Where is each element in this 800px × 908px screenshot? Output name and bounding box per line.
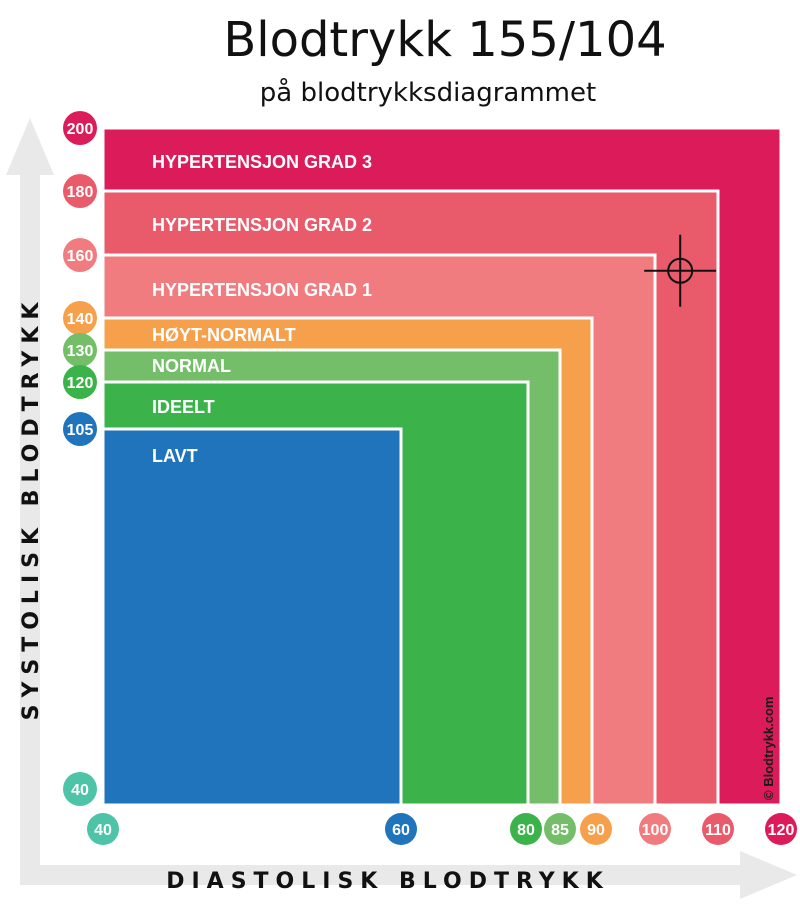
x-tick-circle bbox=[385, 813, 417, 845]
y-tick-circle bbox=[63, 772, 97, 806]
x-tick-label: 40 bbox=[94, 822, 112, 839]
credit-text: © Blodtrykk.com bbox=[761, 697, 776, 801]
zone-label-hypertensjon-grad-3: HYPERTENSJON GRAD 3 bbox=[152, 152, 372, 172]
x-ticks-layer: 40 60 80 85 90 100 110 120 bbox=[87, 813, 797, 845]
zone-label-hoyt-normalt: HØYT-NORMALT bbox=[152, 325, 296, 345]
x-tick-100: 100 bbox=[639, 813, 671, 845]
x-tick-circle bbox=[702, 813, 734, 845]
x-tick-circle bbox=[510, 813, 542, 845]
x-tick-label: 85 bbox=[551, 822, 569, 839]
zone-label-ideelt: IDEELT bbox=[152, 397, 215, 417]
y-tick-180: 180 bbox=[63, 174, 97, 208]
x-tick-label: 80 bbox=[517, 822, 535, 839]
x-tick-90: 90 bbox=[580, 813, 612, 845]
x-tick-120: 120 bbox=[765, 813, 797, 845]
x-tick-label: 60 bbox=[392, 822, 410, 839]
x-tick-circle bbox=[580, 813, 612, 845]
zone-label-normal: NORMAL bbox=[152, 356, 231, 376]
x-tick-label: 120 bbox=[768, 822, 795, 839]
y-tick-circle bbox=[63, 238, 97, 272]
page-subtitle: på blodtrykksdiagrammet bbox=[259, 78, 597, 108]
y-tick-circle bbox=[63, 111, 97, 145]
y-tick-label: 105 bbox=[67, 422, 94, 439]
crosshair-marker bbox=[644, 234, 717, 307]
y-tick-200: 200 bbox=[63, 111, 97, 145]
x-axis-title: DIASTOLISK BLODTRYKK bbox=[166, 869, 610, 894]
y-tick-circle bbox=[63, 301, 97, 335]
y-tick-label: 160 bbox=[67, 248, 94, 265]
x-tick-110: 110 bbox=[702, 813, 734, 845]
y-tick-120: 120 bbox=[63, 365, 97, 399]
y-tick-140: 140 bbox=[63, 301, 97, 335]
crosshair-ring bbox=[667, 257, 694, 284]
x-tick-40: 40 bbox=[87, 813, 119, 845]
y-tick-130: 130 bbox=[63, 333, 97, 367]
x-tick-label: 110 bbox=[705, 822, 731, 839]
y-tick-160: 160 bbox=[63, 238, 97, 272]
y-tick-40: 40 bbox=[63, 772, 97, 806]
x-tick-circle bbox=[639, 813, 671, 845]
x-tick-label: 90 bbox=[587, 822, 605, 839]
y-tick-label: 200 bbox=[67, 121, 94, 138]
y-axis-title: SYSTOLISK BLODTRYKK bbox=[19, 296, 44, 721]
page-title: Blodtrykk 155/104 bbox=[223, 12, 667, 68]
x-tick-circle bbox=[765, 813, 797, 845]
y-tick-105: 105 bbox=[63, 412, 97, 446]
y-tick-circle bbox=[63, 174, 97, 208]
x-tick-85: 85 bbox=[544, 813, 576, 845]
y-tick-label: 120 bbox=[67, 375, 94, 392]
zone-label-hypertensjon-grad-2: HYPERTENSJON GRAD 2 bbox=[152, 215, 372, 235]
x-tick-80: 80 bbox=[510, 813, 542, 845]
y-tick-circle bbox=[63, 365, 97, 399]
x-tick-circle bbox=[87, 813, 119, 845]
x-tick-circle bbox=[544, 813, 576, 845]
x-tick-60: 60 bbox=[385, 813, 417, 845]
y-tick-circle bbox=[63, 333, 97, 367]
zone-label-hypertensjon-grad-1: HYPERTENSJON GRAD 1 bbox=[152, 280, 372, 300]
x-tick-label: 100 bbox=[642, 822, 669, 839]
y-tick-circle bbox=[63, 412, 97, 446]
y-tick-label: 40 bbox=[71, 782, 89, 799]
zone-label-lavt: LAVT bbox=[152, 446, 198, 466]
y-tick-label: 130 bbox=[67, 343, 94, 360]
zone-labels-layer: HYPERTENSJON GRAD 3 HYPERTENSJON GRAD 2 HY… bbox=[152, 152, 372, 466]
y-tick-label: 180 bbox=[67, 184, 94, 201]
zones-layer bbox=[101, 126, 783, 807]
y-ticks-layer: 200 180 160 140 130 120 105 40 bbox=[63, 111, 97, 806]
y-tick-label: 140 bbox=[67, 311, 94, 328]
zone-lavt bbox=[101, 427, 403, 807]
